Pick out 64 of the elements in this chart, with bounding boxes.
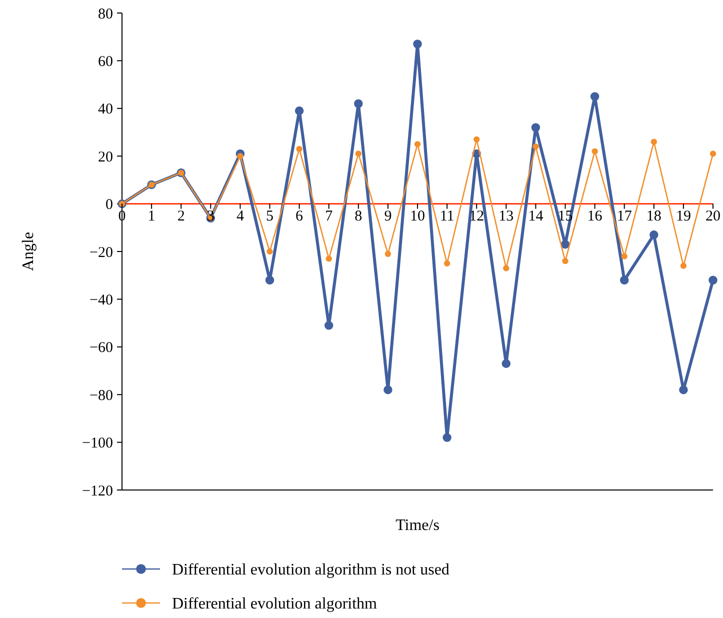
point (592, 148, 598, 154)
y-tick-label: −40 (90, 292, 113, 308)
x-tick-label: 7 (325, 208, 334, 224)
point (444, 260, 450, 267)
point (503, 265, 510, 272)
y-axis-title: Angle (20, 232, 37, 272)
point (710, 150, 716, 157)
point (620, 276, 629, 284)
x-tick-label: 2 (177, 208, 185, 224)
x-tick-label: 8 (354, 208, 362, 224)
point (265, 276, 274, 284)
legend-label: Differential evolution algorithm (172, 596, 378, 613)
point (679, 385, 688, 394)
point (237, 153, 244, 160)
x-tick-label: 16 (587, 208, 603, 224)
y-tick-label: −20 (90, 244, 113, 261)
y-tick-label: 20 (98, 149, 113, 166)
point (531, 123, 540, 132)
y-tick-label: −100 (82, 436, 113, 452)
y-tick-label: −120 (82, 483, 113, 500)
point (621, 253, 628, 260)
legend-label: Differential evolution algorithm is not used (172, 562, 450, 579)
y-tick-label: −80 (90, 388, 113, 404)
point (384, 385, 392, 394)
y-tick-label: 80 (98, 6, 113, 22)
point (326, 256, 332, 262)
y-tick-label: 40 (98, 102, 113, 118)
y-tick-label: −60 (90, 340, 113, 356)
x-tick-label: 11 (440, 208, 454, 224)
point (355, 150, 362, 157)
point (680, 262, 687, 269)
point (294, 106, 304, 116)
x-axis-title: Time/s (396, 517, 440, 534)
x-tick-label: 6 (296, 208, 304, 224)
point (708, 276, 718, 284)
point (296, 146, 302, 152)
point (560, 240, 570, 249)
point (502, 359, 511, 368)
x-tick-label: 5 (266, 208, 274, 224)
point (354, 99, 363, 108)
x-tick-label: 19 (676, 208, 691, 224)
point (442, 433, 452, 442)
x-tick-label: 10 (410, 208, 425, 224)
x-tick-label: 9 (384, 208, 392, 224)
point (590, 92, 600, 101)
y-tick-label: 0 (106, 197, 113, 214)
x-tick-label: 17 (616, 208, 632, 224)
point (650, 230, 658, 240)
x-tick-label: 1 (148, 208, 156, 224)
y-tick-label: 60 (98, 54, 113, 70)
x-tick-label: 13 (498, 208, 514, 224)
point (532, 143, 539, 150)
point (266, 248, 273, 255)
point (650, 138, 657, 145)
x-tick-label: 18 (646, 208, 662, 224)
point (562, 258, 568, 264)
point (414, 141, 421, 148)
x-tick-label: 20 (706, 208, 720, 224)
x-tick-label: 14 (528, 208, 544, 224)
point (413, 40, 422, 48)
x-tick-label: 4 (236, 208, 244, 224)
point (324, 321, 334, 330)
point (384, 250, 392, 257)
point (474, 136, 480, 142)
